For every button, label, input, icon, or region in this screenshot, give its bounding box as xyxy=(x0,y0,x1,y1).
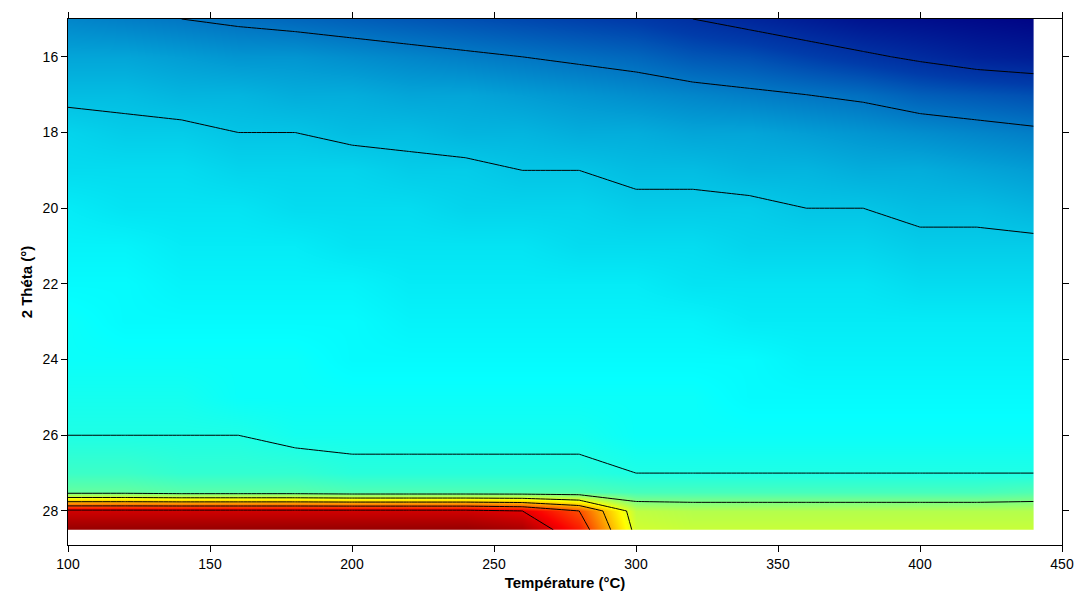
svg-text:Température (°C): Température (°C) xyxy=(505,574,626,591)
svg-text:350: 350 xyxy=(766,556,790,572)
svg-text:400: 400 xyxy=(908,556,932,572)
svg-text:26: 26 xyxy=(43,427,59,443)
svg-text:200: 200 xyxy=(340,556,364,572)
svg-text:100: 100 xyxy=(56,556,80,572)
svg-text:250: 250 xyxy=(482,556,506,572)
svg-text:28: 28 xyxy=(43,503,59,519)
svg-text:16: 16 xyxy=(43,49,59,65)
svg-text:20: 20 xyxy=(43,200,59,216)
svg-text:450: 450 xyxy=(1050,556,1074,572)
svg-text:22: 22 xyxy=(43,276,59,292)
svg-text:18: 18 xyxy=(43,124,59,140)
svg-text:150: 150 xyxy=(198,556,222,572)
svg-text:2 Théta (°): 2 Théta (°) xyxy=(18,246,35,319)
svg-text:24: 24 xyxy=(43,351,59,367)
svg-text:300: 300 xyxy=(624,556,648,572)
